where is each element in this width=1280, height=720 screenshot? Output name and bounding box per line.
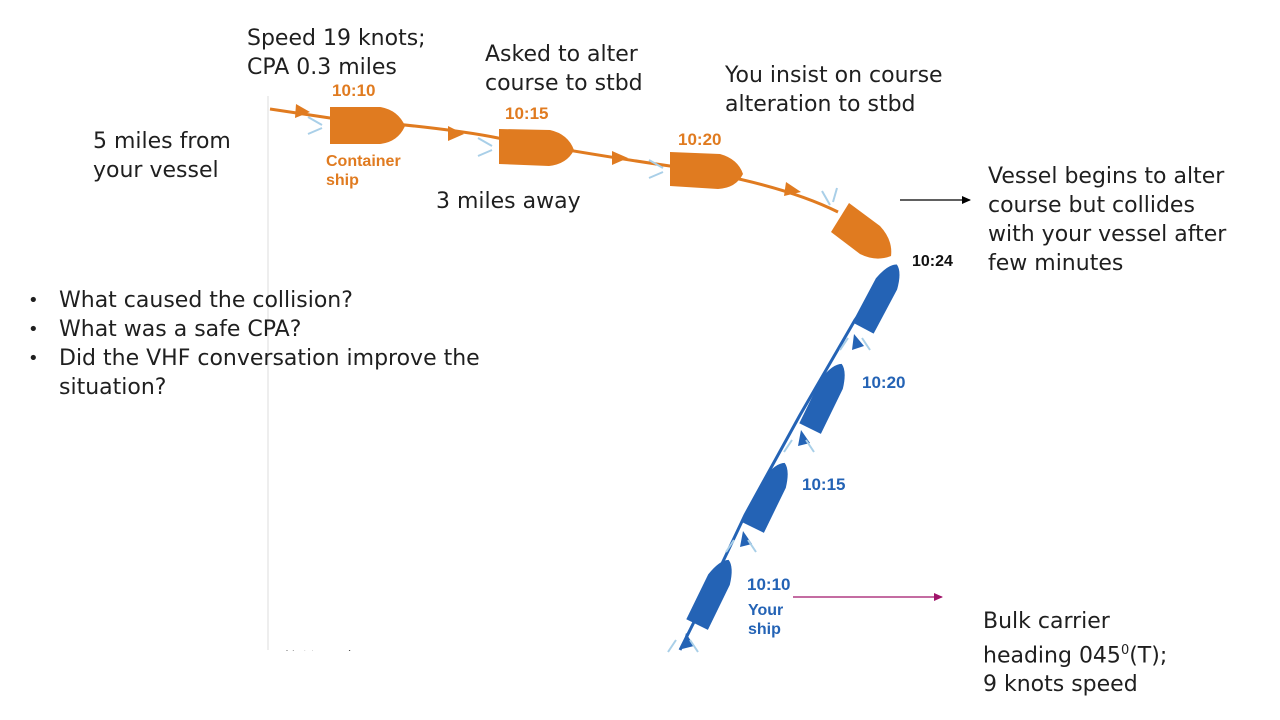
your-ship-1010 [686,559,732,630]
vessel-begins-note: Vessel begins to alter course but collid… [988,162,1226,278]
speed-line: Speed 19 knots; [247,26,426,51]
question-item: What caused the collision? [28,286,480,315]
question-text-cont: situation? [59,375,167,400]
discussion-questions: What caused the collision? What was a sa… [28,286,480,402]
container-ship-1020 [648,152,743,189]
your-ship-1024 [852,264,900,334]
asked-line-2: course to stbd [485,71,643,96]
vessel-line-4: few minutes [988,251,1124,276]
heading-value: heading 045 [983,643,1121,669]
degree-superscript: 0 [1120,643,1130,658]
container-time-1020: 10:20 [678,130,721,149]
five-miles-line-1: 5 miles from [93,129,231,154]
your-ship-label-1: Your [748,602,783,619]
container-track [269,107,839,214]
vessel-line-1: Vessel begins to alter [988,164,1225,189]
cpa-line: CPA 0.3 miles [247,55,397,80]
asked-alter-note: Asked to alter course to stbd [485,40,643,98]
vessel-line-2: course but collides [988,193,1195,218]
collision-time-1024: 10:24 [912,253,953,270]
container-ship-1010 [307,107,405,144]
container-ship-label-1: Container [326,153,401,170]
container-track-arrows [295,104,801,196]
insist-note: You insist on course alteration to stbd [725,61,943,119]
your-ship-1015 [742,462,788,533]
container-time-1015: 10:15 [505,104,548,123]
vessel-line-3: with your vessel after [988,222,1227,247]
your-ship-track-arrows [682,334,864,649]
bulk-line-3: 9 knots speed [983,672,1138,698]
bulk-carrier-note: Bulk carrier heading 0450(T); 9 knots sp… [983,607,1167,699]
five-miles-line-2: your vessel [93,158,219,183]
three-miles-note: 3 miles away [436,189,581,214]
question-item: What was a safe CPA? [28,315,480,344]
your-time-1020: 10:20 [862,373,905,392]
insist-line-1: You insist on course [725,63,943,88]
five-miles-note: 5 miles from your vessel [93,127,231,185]
bulk-line-1: Bulk carrier [983,609,1110,634]
container-time-1010: 10:10 [332,81,375,100]
question-item: Did the VHF conversation improve the situ… [28,344,480,402]
asked-line-1: Asked to alter [485,42,638,67]
heading-true: (T); [1129,643,1168,669]
speed-cpa-note: Speed 19 knots; CPA 0.3 miles [247,24,426,82]
footnote-mask [270,651,390,671]
your-ship-label-2: ship [748,621,781,638]
container-ship-1015 [477,129,574,166]
container-ship-label-2: ship [326,172,359,189]
insist-line-2: alteration to stbd [725,92,916,117]
your-ship-1020 [799,363,845,434]
your-time-1010: 10:10 [747,575,790,594]
bulk-line-2: heading 0450(T); [983,636,1167,670]
your-ship-wakes [667,337,871,653]
container-ship-1024 [821,187,892,259]
question-text: Did the VHF conversation improve the [59,346,480,371]
your-time-1015: 10:15 [802,475,845,494]
